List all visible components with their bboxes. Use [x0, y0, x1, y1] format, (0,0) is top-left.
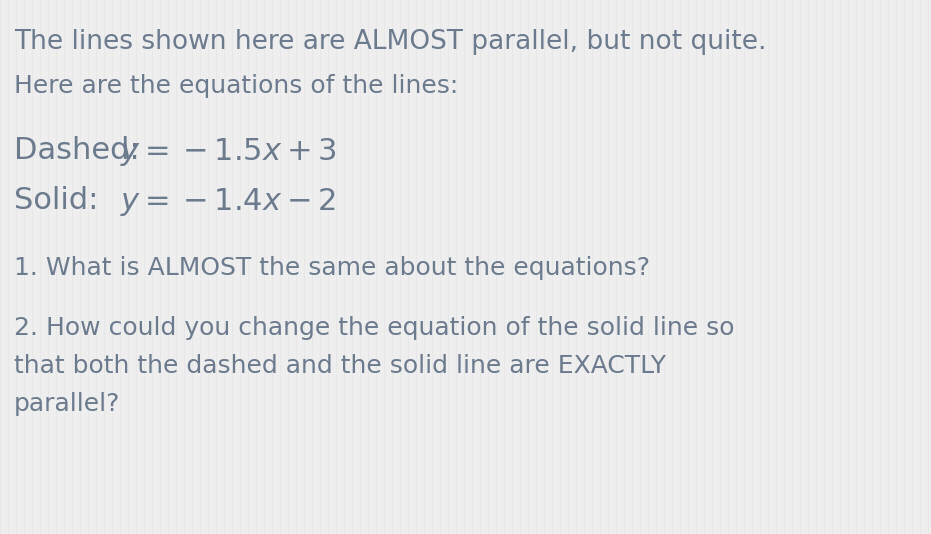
- Text: Dashed:: Dashed:: [14, 136, 149, 165]
- Text: 1. What is ALMOST the same about the equations?: 1. What is ALMOST the same about the equ…: [14, 256, 650, 280]
- Text: The lines shown here are ALMOST parallel, but not quite.: The lines shown here are ALMOST parallel…: [14, 29, 766, 55]
- Text: $y = -1.5x + 3$: $y = -1.5x + 3$: [120, 136, 337, 168]
- Text: Here are the equations of the lines:: Here are the equations of the lines:: [14, 74, 458, 98]
- Text: Solid:: Solid:: [14, 186, 108, 215]
- Text: that both the dashed and the solid line are EXACTLY: that both the dashed and the solid line …: [14, 354, 666, 378]
- Text: 2. How could you change the equation of the solid line so: 2. How could you change the equation of …: [14, 316, 735, 340]
- Text: parallel?: parallel?: [14, 392, 120, 416]
- Text: $y = -1.4x - 2$: $y = -1.4x - 2$: [120, 186, 336, 218]
